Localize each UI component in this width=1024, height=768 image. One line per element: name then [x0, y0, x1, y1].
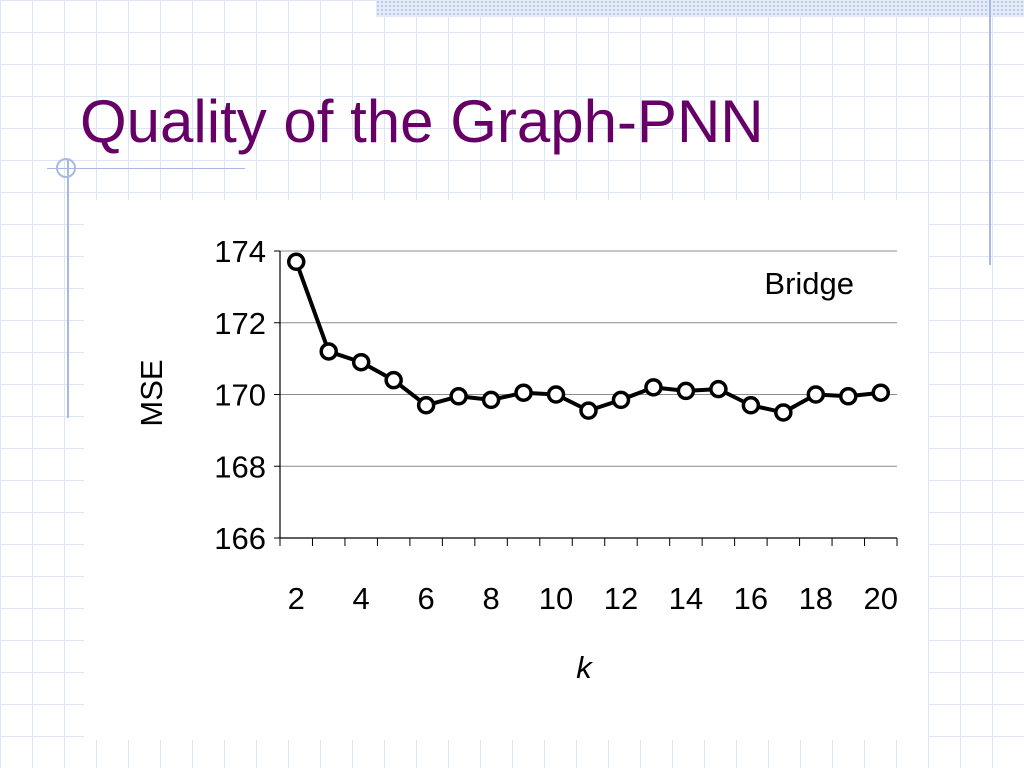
data-point-k17	[774, 403, 793, 422]
x-tick-labels: 2 4 6 8 10 12 14 16 18 20	[288, 581, 898, 616]
data-point-k3	[319, 342, 338, 361]
top-decorative-band	[376, 0, 1024, 17]
chart-panel: 166 168 170 172 174 2 4 6 8 10 12 14 16 18 20 MSE k B…	[84, 200, 928, 740]
gridlines	[280, 250, 897, 467]
data-point-k6	[416, 396, 436, 415]
data-point-k14	[676, 381, 696, 401]
decorative-ring	[56, 158, 76, 178]
y-tick-label-170: 170	[214, 378, 266, 413]
x-tick-label-2: 2	[288, 581, 305, 616]
data-point-k2	[286, 252, 306, 272]
data-point-k4	[351, 352, 371, 372]
y-tick-label-166: 166	[214, 521, 266, 556]
data-point-k18	[806, 385, 826, 404]
slide-title: Quality of the Graph-PNN	[80, 88, 764, 155]
y-tick-labels: 166 168 170 172 174	[214, 234, 266, 556]
data-point-k11	[579, 401, 598, 420]
data-point-k8	[481, 390, 501, 410]
chart-annotation-bridge: Bridge	[764, 266, 854, 301]
x-tick-label-16: 16	[734, 581, 768, 616]
left-vertical-rule	[67, 160, 69, 418]
data-point-k7	[449, 387, 468, 406]
series-mse	[286, 252, 891, 422]
mse-line-chart: 166 168 170 172 174 2 4 6 8 10 12 14 16 18 20 MSE k B…	[134, 234, 898, 685]
x-tick-label-20: 20	[864, 581, 898, 616]
y-tick-label-168: 168	[214, 449, 266, 484]
x-tick-label-10: 10	[539, 581, 573, 616]
y-axis-label: MSE	[134, 359, 169, 426]
data-point-k19	[839, 387, 858, 406]
x-tick-label-4: 4	[353, 581, 370, 616]
x-tick-label-12: 12	[604, 581, 638, 616]
right-vertical-rule	[989, 0, 991, 265]
y-tick-label-174: 174	[214, 234, 266, 269]
data-point-k13	[644, 378, 663, 397]
data-point-k16	[741, 396, 761, 415]
data-point-k15	[709, 379, 728, 399]
x-tick-label-18: 18	[799, 581, 833, 616]
x-tick-label-14: 14	[669, 581, 703, 616]
data-point-k20	[871, 383, 891, 402]
data-point-k12	[611, 390, 631, 410]
data-point-k5	[384, 370, 403, 390]
y-tick-label-172: 172	[214, 306, 266, 341]
title-underline-rule	[47, 168, 245, 169]
axes	[274, 250, 898, 546]
x-axis-label: k	[576, 650, 593, 685]
x-tick-label-6: 6	[418, 581, 435, 616]
x-tick-label-8: 8	[482, 581, 499, 616]
data-point-k10	[546, 385, 566, 404]
data-point-k9	[514, 383, 533, 402]
